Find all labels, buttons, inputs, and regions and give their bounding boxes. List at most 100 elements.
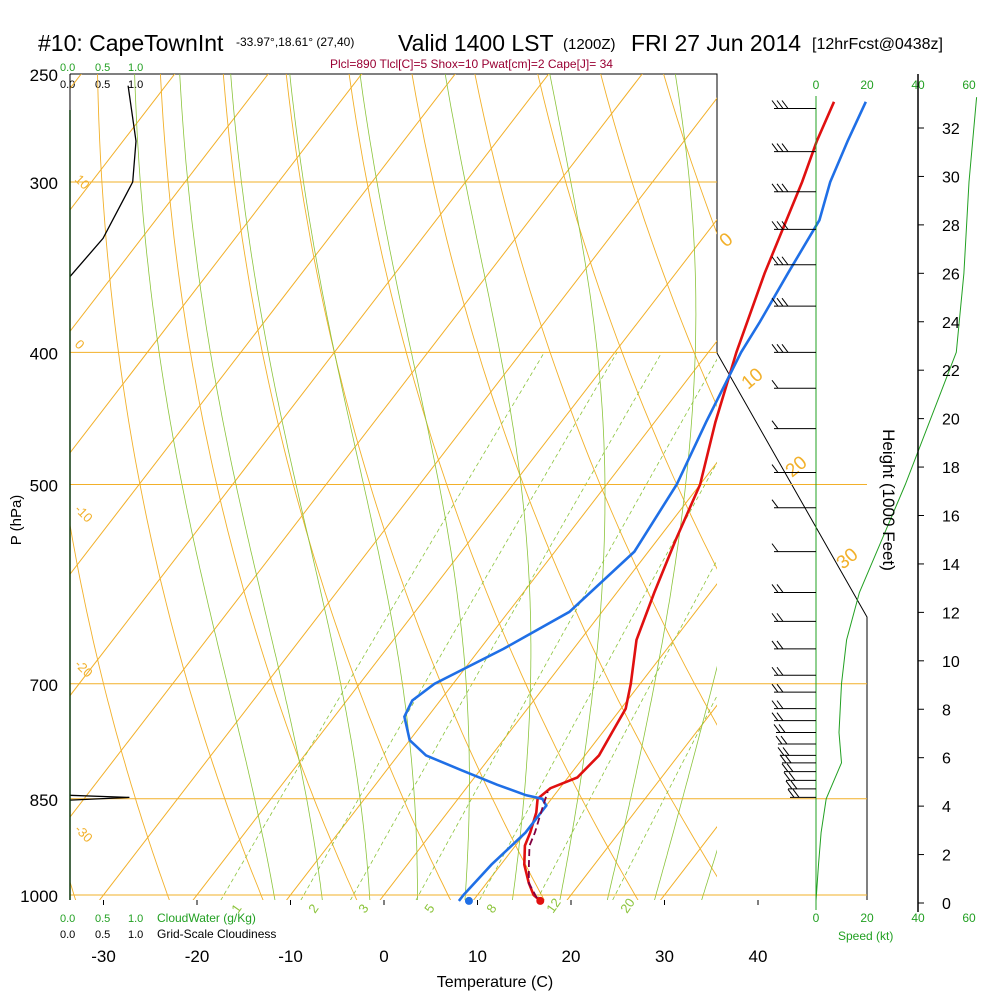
height-tick-label: 6 [942,751,951,768]
mixing-ratio-line [220,352,545,900]
cloudwater-label: CloudWater (g/Kg) [157,911,256,925]
isotherm-line [70,74,456,576]
wind-barb-feather [776,100,784,109]
wind-barb-feather [788,772,796,781]
pressure-tick-label: 250 [30,66,58,85]
cl-tick-1: 0.5 [95,79,110,91]
moist-adiabat [134,74,276,900]
height-tick-label: 12 [942,605,960,622]
temperature-tick-label: 0 [379,947,388,966]
mixing-ratio-label: 5 [421,901,437,916]
wind-barb-feather [786,763,794,772]
height-tick-label: 32 [942,121,960,138]
wind-barb-feather [776,640,784,650]
moist-adiabat [179,74,323,900]
wind-barb-feather [771,297,779,307]
cw-tick-0: 0.0 [60,62,75,74]
isotherm-line [285,340,717,900]
top-cloudiness-scale: 0.0 0.5 1.0 [60,79,143,91]
cloudwater-line [69,794,130,801]
temperature-tick-label: 10 [468,947,487,966]
wind-barb-feather [778,724,786,733]
mixing-ratio-line [612,694,717,900]
speed-top-tick-1: 20 [860,78,874,92]
dry-adiabat-label: -30 [72,822,96,846]
height-tick-label: 18 [942,460,960,477]
plot-frame [70,73,868,900]
wind-barb-feather [776,297,784,307]
wind-barb-feather [781,183,789,193]
bottom-speed-scale: 0 20 40 60 Speed (kt) [813,911,976,943]
isotherm-line [379,461,717,900]
wind-barb-feather [771,666,779,676]
stability-indices: Plcl=890 Tlcl[C]=5 Shox=10 Pwat[cm]=2 Ca… [330,57,613,71]
height-tick-label: 4 [942,799,951,816]
wind-barb-feather [776,183,784,193]
pressure-tick-label: 1000 [20,887,58,906]
moist-adiabat [745,50,1000,913]
top-cloudwater-scale: 0.0 0.5 1.0 [60,62,143,74]
dry-adiabat [474,74,717,726]
dry-adiabat-label: -20 [72,657,96,681]
wind-barb-feather [771,183,779,193]
temperature-tick-label: -20 [185,947,210,966]
dry-adiabat [222,74,452,900]
isotherm-line [566,704,717,900]
dry-adiabat-label: -10 [72,502,96,526]
cw-tick-1: 0.5 [95,62,110,74]
dry-adiabat [285,74,545,900]
wind-panel [771,96,978,910]
cl-bottom-tick-1: 0.5 [95,929,110,941]
dry-adiabat [348,74,639,900]
mixing-ratio-line [350,352,663,900]
moist-adiabat [654,665,717,900]
speed-top-tick-3: 60 [962,78,976,92]
cloudiness-line [69,85,137,278]
cloud-profiles [69,85,137,900]
moist-adiabat-label: 20 [782,452,812,482]
speed-bottom-tick-0: 0 [813,911,820,925]
valid-date: FRI 27 Jun 2014 [631,30,801,56]
wind-barb-feather [771,464,779,473]
wind-barb-feather [771,700,779,709]
wind-barb-feather [771,543,779,552]
temperature-tick-label: 20 [562,947,581,966]
wind-barb-feather [776,584,784,593]
cloudiness-label: Grid-Scale Cloudiness [157,927,276,941]
cl-bottom-tick-0: 0.0 [60,929,75,941]
moist-adiabat [230,74,371,900]
speed-bottom-tick-1: 20 [860,911,874,925]
moist-adiabat [606,74,697,900]
wind-barb-feather [771,683,779,693]
height-tick-label: 26 [942,266,960,283]
wind-barb-feather [787,789,795,798]
speed-top-tick-0: 0 [813,78,820,92]
dry-adiabat [600,74,717,408]
dry-adiabat [97,74,264,900]
temperature-tick-label: 30 [655,947,674,966]
wind-barb-feather [776,613,784,622]
pressure-tick-label: 300 [30,174,58,193]
wind-barb-feather [776,221,784,230]
height-tick-label: 14 [942,557,960,574]
isotherm-line [838,50,1000,913]
mixing-ratio-label: 12 [543,895,564,915]
isotherm-line [70,74,363,454]
wind-barb-feather [790,780,798,790]
wind-barb-feather [771,640,779,650]
wind-barb-feather [781,221,789,230]
wind-barb-feather [776,700,784,709]
cw-bottom-tick-1: 0.5 [95,913,110,925]
dry-adiabat [159,74,358,900]
isotherm-line [98,97,717,900]
dry-adiabat-label: 0 [72,337,88,353]
wind-barb-feather [771,584,779,593]
parcel-line [527,791,549,899]
dry-adiabat [70,522,170,900]
wind-barb-feather [776,256,784,266]
pressure-tick-label: 850 [30,791,58,810]
forecast-info: [12hrFcst@0438z] [812,36,943,53]
plot-background [70,73,868,900]
